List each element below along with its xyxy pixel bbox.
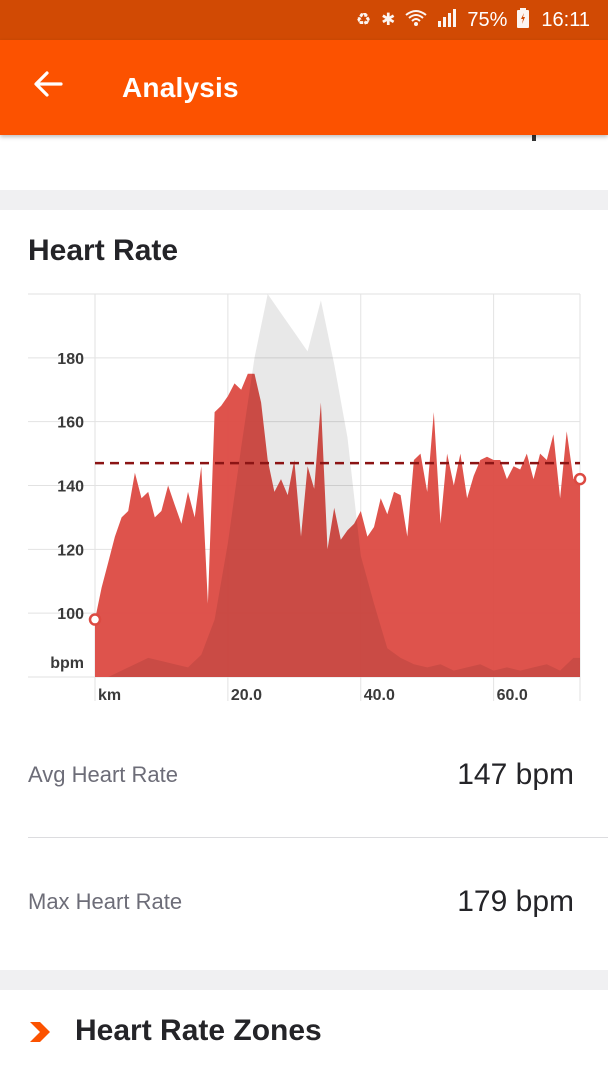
max-heart-rate-value: 179 bpm [457, 885, 574, 918]
avg-heart-rate-row: Avg Heart Rate 147 bpm [28, 745, 574, 805]
avg-heart-rate-value: 147 bpm [457, 758, 574, 791]
heart-rate-area [95, 373, 580, 677]
x-tick-label-40.0: 40.0 [364, 687, 395, 704]
elevation-area-shadow [95, 294, 580, 677]
y-tick-label-180: 180 [57, 351, 84, 368]
heart-rate-zones-card[interactable]: Heart Rate Zones [0, 990, 608, 1080]
back-button[interactable] [30, 68, 66, 104]
stats-divider [28, 837, 608, 838]
page-title: Analysis [122, 72, 239, 103]
status-bar: ♻ ✱ 75% 16:11 [0, 0, 608, 40]
app-bar: Analysis [0, 40, 608, 135]
y-tick-label-120: 120 [57, 542, 84, 559]
x-axis-label: km [98, 687, 121, 704]
heart-rate-zones-title: Heart Rate Zones [75, 1014, 322, 1047]
sync-icon: ♻ [355, 10, 372, 29]
start-point-marker [88, 613, 102, 626]
end-point-marker [573, 472, 587, 486]
y-tick-label-100: 100 [57, 606, 84, 623]
battery-icon [517, 7, 530, 33]
y-tick-label-160: 160 [57, 415, 84, 432]
bluetooth-icon: ✱ [381, 10, 396, 29]
previous-section-card [0, 135, 608, 190]
arrow-left-icon [33, 69, 63, 104]
chevron-right-icon [28, 1020, 52, 1049]
heart-rate-heading: Heart Rate [28, 234, 179, 267]
clock: 16:11 [541, 8, 590, 31]
x-tick-label-60.0: 60.0 [497, 687, 528, 704]
heart-rate-card: Heart Rate 100 120 140 160 180 bpm km 20.0 40.0 6… [0, 210, 608, 970]
clipped-value-text [532, 135, 536, 141]
max-heart-rate-row: Max Heart Rate 179 bpm [28, 872, 574, 932]
battery-percent: 75% [467, 8, 508, 31]
y-tick-label-140: 140 [57, 479, 84, 496]
max-heart-rate-label: Max Heart Rate [28, 889, 183, 914]
signal-icon [437, 8, 457, 32]
y-axis-label: bpm [50, 655, 84, 672]
wifi-icon [405, 9, 428, 32]
x-tick-label-20.0: 20.0 [231, 687, 262, 704]
avg-heart-rate-label: Avg Heart Rate [28, 762, 179, 787]
